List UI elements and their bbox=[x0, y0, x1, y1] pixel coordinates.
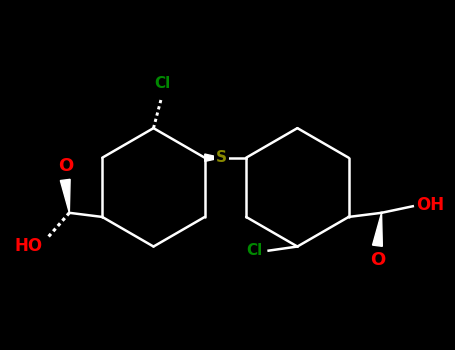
Text: Cl: Cl bbox=[154, 76, 171, 91]
Polygon shape bbox=[373, 213, 382, 246]
Text: Cl: Cl bbox=[247, 243, 263, 258]
Text: OH: OH bbox=[416, 196, 444, 213]
Text: O: O bbox=[370, 251, 385, 269]
Polygon shape bbox=[61, 179, 70, 213]
Text: O: O bbox=[58, 157, 74, 175]
Text: S: S bbox=[216, 150, 227, 165]
Polygon shape bbox=[205, 154, 221, 161]
Text: HO: HO bbox=[14, 237, 42, 255]
